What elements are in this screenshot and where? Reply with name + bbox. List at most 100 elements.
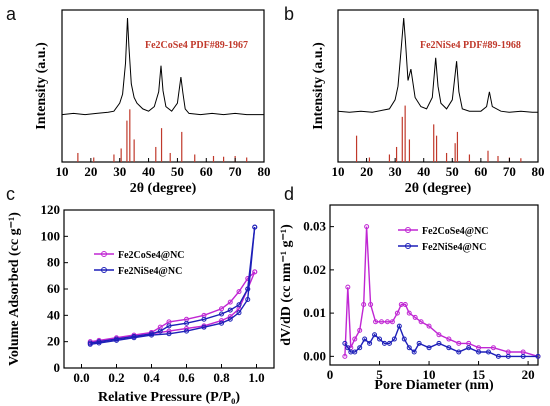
pore-size-point <box>416 340 422 346</box>
legend-swatch-marker <box>101 251 107 257</box>
pore-size-point <box>401 336 407 342</box>
x-axis-ticks: 10 20 30 40 50 60 70 80 <box>56 158 271 179</box>
isotherm-point <box>87 340 93 346</box>
pore-size-point <box>352 349 358 355</box>
pore-size-point <box>362 336 368 342</box>
isotherm-point <box>184 320 189 326</box>
x-tick-label: 0.0 <box>73 370 89 385</box>
pore-size-point <box>426 345 432 351</box>
pore-size-point <box>436 332 442 338</box>
y-axis-ticks: 0 20 40 60 80 100 120 <box>41 202 68 375</box>
pore-size-point <box>436 340 442 346</box>
pore-size-point <box>412 314 418 320</box>
pore-size-point <box>345 345 351 351</box>
pore-size-point <box>505 353 511 359</box>
y-axis-title: dV/dD (cc nm⁻¹ g⁻¹) <box>279 224 294 346</box>
legend: Fe2CoSe4@NC Fe2NiSe4@NC <box>94 250 185 277</box>
pore-size-point <box>364 224 370 230</box>
pore-size-point <box>372 332 378 338</box>
pore-size-point <box>394 310 400 316</box>
x-tick-label: 5 <box>376 367 383 382</box>
pore-size-chart: 0 5 10 15 20 0.000.010.020.03 Fe2CoSe4@NCFe2… <box>279 204 541 393</box>
xrd-chart-b: 10 20 30 40 50 60 70 80 Fe2NiSe4 PDF#89-1968 2θ… <box>311 9 545 196</box>
pore-size-point <box>367 340 373 346</box>
isotherm-point <box>96 339 102 345</box>
adsorption-branch-line <box>90 271 256 344</box>
pore-size-point <box>418 319 424 325</box>
pore-size-point <box>456 340 462 346</box>
x-tick-label: 0.4 <box>143 370 160 385</box>
x-tick-label: 60 <box>474 164 487 179</box>
x-axis-ticks: 0.0 0.2 0.4 0.6 0.8 1.0 <box>73 364 265 385</box>
isotherm-point <box>201 316 207 322</box>
x-tick-label: 30 <box>113 164 126 179</box>
legend: Fe2CoSe4@NC Fe2NiSe4@NC <box>398 226 489 253</box>
panel-letter-b: b <box>284 4 294 24</box>
pore-size-point <box>379 319 385 325</box>
plot-frame <box>63 209 275 369</box>
pore-size-point <box>456 349 462 355</box>
y-tick-label: 0.01 <box>303 305 326 320</box>
x-tick-label: 20 <box>84 164 97 179</box>
reference-label: Fe2CoSe4 PDF#89-1967 <box>145 40 248 51</box>
x-tick-label: 40 <box>142 164 155 179</box>
y-tick-label: 40 <box>47 307 60 322</box>
pore-size-point <box>402 301 408 307</box>
isotherm-point <box>157 328 163 334</box>
plot-frame <box>61 9 265 163</box>
pore-size-point <box>495 353 501 359</box>
isotherm-point <box>201 324 207 330</box>
legend-swatch-marker <box>101 267 107 273</box>
xrd-chart-a: 10 20 30 40 50 60 70 80 Fe2CoSe4 PDF#89-1967 2θ… <box>34 9 271 196</box>
y-axis-title: Intensity (a.u.) <box>311 42 326 130</box>
x-tick-label: 1.0 <box>248 370 264 385</box>
y-axis-ticks: 0.00 0.01 0.02 0.03 <box>303 219 334 363</box>
x-tick-label: 80 <box>258 164 271 179</box>
x-tick-label: 0 <box>327 367 334 382</box>
isotherm-point <box>149 331 154 337</box>
x-tick-label: 40 <box>417 164 430 179</box>
isotherm-chart: 0.0 0.2 0.4 0.6 0.8 1.0 0 20 40 60 80 100 120 Fe2Co… <box>7 202 275 405</box>
isotherm-point <box>131 333 137 339</box>
legend-swatch-marker <box>405 243 411 249</box>
isotherm-point <box>219 311 224 317</box>
legend-label: Fe2CoSe4@NC <box>118 250 185 261</box>
pore-size-point <box>357 345 363 351</box>
y-tick-label: 0 <box>54 360 61 375</box>
isotherm-point <box>114 336 119 342</box>
isotherm-point <box>219 306 224 312</box>
y-tick-label: 120 <box>41 202 61 217</box>
y-tick-label: 0.03 <box>303 219 326 234</box>
reference-peaks <box>77 109 248 162</box>
pore-size-point <box>406 345 412 351</box>
y-axis-title: Volume Adsorbed (cc g⁻¹) <box>7 212 22 366</box>
isotherm-point <box>227 307 233 313</box>
x-tick-label: 20 <box>360 164 373 179</box>
x-axis-ticks: 10 20 30 40 50 60 70 80 <box>332 158 545 179</box>
pore-size-point <box>368 301 374 307</box>
isotherm-point <box>184 328 189 334</box>
pore-size-point <box>406 310 412 316</box>
isotherm-point <box>166 331 172 337</box>
pore-size-point <box>485 349 491 355</box>
isotherm-point <box>227 299 233 305</box>
isotherm-point <box>245 297 251 303</box>
pore-size-point <box>391 336 397 342</box>
pore-size-point <box>361 301 367 307</box>
x-tick-label: 0.8 <box>213 370 230 385</box>
x-tick-label: 0.2 <box>108 370 124 385</box>
isotherm-series <box>87 224 258 347</box>
isotherm-point <box>236 310 242 316</box>
pore-size-point <box>352 336 358 342</box>
desorption-branch-line <box>90 227 256 344</box>
pore-size-point <box>466 345 472 351</box>
pore-size-point <box>389 319 395 325</box>
reference-peaks <box>355 105 522 162</box>
x-tick-label: 0.6 <box>178 370 195 385</box>
x-tick-label: 50 <box>446 164 459 179</box>
reference-label: Fe2NiSe4 PDF#89-1968 <box>420 40 521 51</box>
y-tick-label: 100 <box>41 228 61 243</box>
legend-label: Fe2NiSe4@NC <box>118 266 182 277</box>
x-axis-title: 2θ (degree) <box>130 181 197 196</box>
